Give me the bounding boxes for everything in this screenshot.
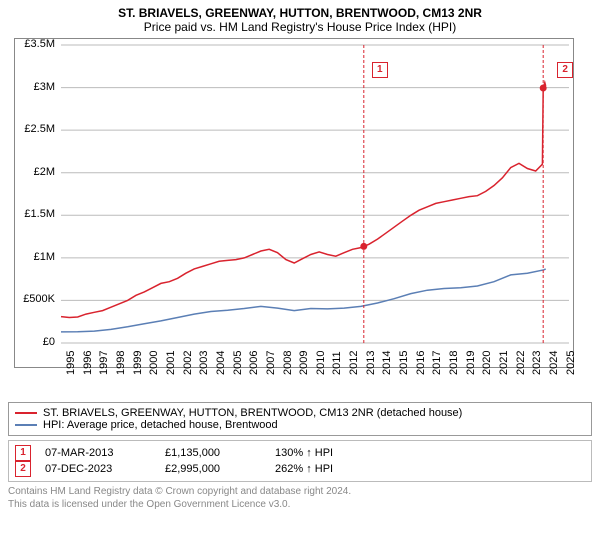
footer-line1: Contains HM Land Registry data © Crown c… (8, 486, 592, 499)
footer-line2: This data is licensed under the Open Gov… (8, 499, 592, 512)
sale-marker-box: 2 (15, 461, 31, 477)
legend-label-hpi: HPI: Average price, detached house, Bren… (43, 419, 278, 431)
x-axis-label: 2012 (348, 351, 360, 375)
y-axis-label: £1M (34, 251, 55, 263)
y-axis-label: £3.5M (24, 38, 55, 50)
sales-table: 1 07-MAR-2013£1,135,000130% ↑ HPI 2 07-DEC-… (8, 440, 592, 482)
chart-title-line1: ST. BRIAVELS, GREENWAY, HUTTON, BRENTWOO… (8, 6, 592, 20)
x-axis-label: 1997 (98, 351, 110, 375)
y-axis-label: £2M (34, 166, 55, 178)
x-axis-label: 2003 (198, 351, 210, 375)
x-axis-label: 1999 (132, 351, 144, 375)
x-axis-label: 2018 (448, 351, 460, 375)
x-axis-label: 2017 (431, 351, 443, 375)
sale-pct-vs-hpi: 262% ↑ HPI (275, 463, 415, 475)
sale-pct-vs-hpi: 130% ↑ HPI (275, 447, 415, 459)
chart-plot-area: 12£0£500K£1M£1.5M£2M£2.5M£3M£3.5M1995199… (14, 38, 574, 368)
chart-legend: ST. BRIAVELS, GREENWAY, HUTTON, BRENTWOO… (8, 402, 592, 436)
x-axis-label: 2010 (315, 351, 327, 375)
chart-title-line2: Price paid vs. HM Land Registry's House … (8, 20, 592, 34)
legend-swatch-hpi (15, 424, 37, 426)
x-axis-label: 2014 (381, 351, 393, 375)
x-axis-label: 2001 (165, 351, 177, 375)
sale-price: £2,995,000 (165, 463, 275, 475)
x-axis-label: 2004 (215, 351, 227, 375)
x-axis-label: 2007 (265, 351, 277, 375)
x-axis-label: 1995 (65, 351, 77, 375)
table-row: 2 07-DEC-2023£2,995,000262% ↑ HPI (15, 461, 585, 477)
x-axis-label: 2023 (531, 351, 543, 375)
x-axis-label: 2013 (365, 351, 377, 375)
chart-callout-2: 2 (557, 62, 573, 78)
x-axis-label: 2020 (481, 351, 493, 375)
y-axis-label: £500K (23, 293, 55, 305)
sale-price: £1,135,000 (165, 447, 275, 459)
sale-date: 07-DEC-2023 (45, 463, 165, 475)
legend-swatch-property (15, 412, 37, 414)
y-axis-label: £3M (34, 81, 55, 93)
x-axis-label: 2009 (298, 351, 310, 375)
sale-date: 07-MAR-2013 (45, 447, 165, 459)
table-row: 1 07-MAR-2013£1,135,000130% ↑ HPI (15, 445, 585, 461)
x-axis-label: 2022 (515, 351, 527, 375)
x-axis-label: 2005 (232, 351, 244, 375)
x-axis-label: 2000 (148, 351, 160, 375)
x-axis-label: 2025 (565, 351, 577, 375)
x-axis-label: 2024 (548, 351, 560, 375)
x-axis-label: 2021 (498, 351, 510, 375)
x-axis-label: 2016 (415, 351, 427, 375)
chart-callout-1: 1 (372, 62, 388, 78)
x-axis-label: 2006 (248, 351, 260, 375)
x-axis-label: 2002 (182, 351, 194, 375)
y-axis-label: £2.5M (24, 123, 55, 135)
x-axis-label: 2015 (398, 351, 410, 375)
attribution-footer: Contains HM Land Registry data © Crown c… (8, 486, 592, 511)
legend-label-property: ST. BRIAVELS, GREENWAY, HUTTON, BRENTWOO… (43, 407, 462, 419)
x-axis-label: 2011 (331, 351, 343, 375)
x-axis-label: 1998 (115, 351, 127, 375)
sale-marker-box: 1 (15, 445, 31, 461)
y-axis-label: £0 (43, 336, 55, 348)
x-axis-label: 2008 (282, 351, 294, 375)
x-axis-label: 2019 (465, 351, 477, 375)
x-axis-label: 1996 (82, 351, 94, 375)
y-axis-label: £1.5M (24, 208, 55, 220)
